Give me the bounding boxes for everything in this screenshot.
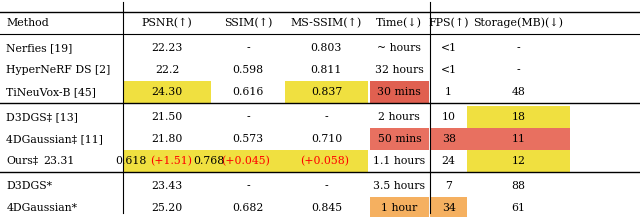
Text: Ours‡: Ours‡: [6, 156, 38, 166]
Bar: [123, 81, 211, 103]
Text: 23.31: 23.31: [44, 156, 75, 166]
Text: 0.768: 0.768: [194, 156, 225, 166]
Bar: [467, 128, 570, 150]
Text: ~ hours: ~ hours: [378, 43, 421, 53]
Text: Storage(MB)(↓): Storage(MB)(↓): [474, 18, 563, 28]
Text: 1 hour: 1 hour: [381, 203, 417, 213]
Text: (+0.045): (+0.045): [221, 156, 270, 166]
Text: -: -: [324, 112, 328, 122]
Text: 0.573: 0.573: [232, 134, 264, 144]
Text: 3.5 hours: 3.5 hours: [373, 181, 426, 191]
Text: SSIM(↑): SSIM(↑): [224, 18, 272, 28]
Text: -: -: [246, 112, 250, 122]
Text: Time(↓): Time(↓): [376, 18, 422, 28]
Text: 12: 12: [511, 156, 525, 166]
Text: 24: 24: [442, 156, 456, 166]
Text: 21.50: 21.50: [152, 112, 182, 122]
Text: 0.803: 0.803: [310, 43, 342, 53]
Text: 24.30: 24.30: [152, 87, 182, 97]
Text: 22.2: 22.2: [155, 65, 179, 75]
Bar: [370, 197, 429, 217]
Text: <1: <1: [440, 65, 457, 75]
Text: 0.845: 0.845: [311, 203, 342, 213]
Bar: [370, 81, 429, 103]
Text: (+0.058): (+0.058): [300, 156, 349, 166]
Text: 21.80: 21.80: [151, 134, 183, 144]
Text: <1: <1: [440, 43, 457, 53]
Text: 23.43: 23.43: [152, 181, 182, 191]
Text: -: -: [246, 43, 250, 53]
Text: 0.811: 0.811: [310, 65, 342, 75]
Text: 0.682: 0.682: [232, 203, 264, 213]
Text: -: -: [516, 65, 520, 75]
Text: 22.23: 22.23: [151, 43, 183, 53]
Bar: [285, 150, 368, 172]
Bar: [285, 81, 368, 103]
Text: 0.598: 0.598: [232, 65, 264, 75]
Text: D3DGS‡ [13]: D3DGS‡ [13]: [6, 112, 78, 122]
Text: 38: 38: [442, 134, 456, 144]
Text: 0.837: 0.837: [311, 87, 342, 97]
Text: (+1.51): (+1.51): [150, 156, 192, 166]
Text: HyperNeRF DS [2]: HyperNeRF DS [2]: [6, 65, 111, 75]
Bar: [370, 128, 429, 150]
Text: 48: 48: [511, 87, 525, 97]
Text: 18: 18: [511, 112, 525, 122]
Text: 7: 7: [445, 181, 452, 191]
Text: 61: 61: [511, 203, 525, 213]
Text: FPS(↑): FPS(↑): [428, 18, 469, 28]
Text: 0.710: 0.710: [311, 134, 342, 144]
Text: -: -: [324, 181, 328, 191]
Bar: [430, 128, 467, 150]
Text: D3DGS*: D3DGS*: [6, 181, 52, 191]
Text: 1.1 hours: 1.1 hours: [373, 156, 426, 166]
Bar: [123, 150, 211, 172]
Text: 0.616: 0.616: [232, 87, 264, 97]
Text: 30 mins: 30 mins: [378, 87, 421, 97]
Text: 4DGaussian*: 4DGaussian*: [6, 203, 77, 213]
Text: 0.618: 0.618: [115, 156, 147, 166]
Bar: [430, 197, 467, 217]
Bar: [467, 106, 570, 128]
Text: 50 mins: 50 mins: [378, 134, 421, 144]
Text: -: -: [246, 181, 250, 191]
Text: 1: 1: [445, 87, 452, 97]
Text: Nerfies [19]: Nerfies [19]: [6, 43, 73, 53]
Text: Method: Method: [6, 18, 49, 28]
Text: MS-SSIM(↑): MS-SSIM(↑): [291, 18, 362, 28]
Text: 25.20: 25.20: [152, 203, 182, 213]
Text: PSNR(↑): PSNR(↑): [141, 18, 193, 28]
Text: 11: 11: [511, 134, 525, 144]
Text: 32 hours: 32 hours: [375, 65, 424, 75]
Text: TiNeuVox-B [45]: TiNeuVox-B [45]: [6, 87, 96, 97]
Text: 34: 34: [442, 203, 456, 213]
Text: 88: 88: [511, 181, 525, 191]
Text: -: -: [516, 43, 520, 53]
Text: 4DGaussian‡ [11]: 4DGaussian‡ [11]: [6, 134, 103, 144]
Text: 10: 10: [442, 112, 456, 122]
Bar: [211, 150, 285, 172]
Bar: [467, 150, 570, 172]
Text: 2 hours: 2 hours: [378, 112, 420, 122]
